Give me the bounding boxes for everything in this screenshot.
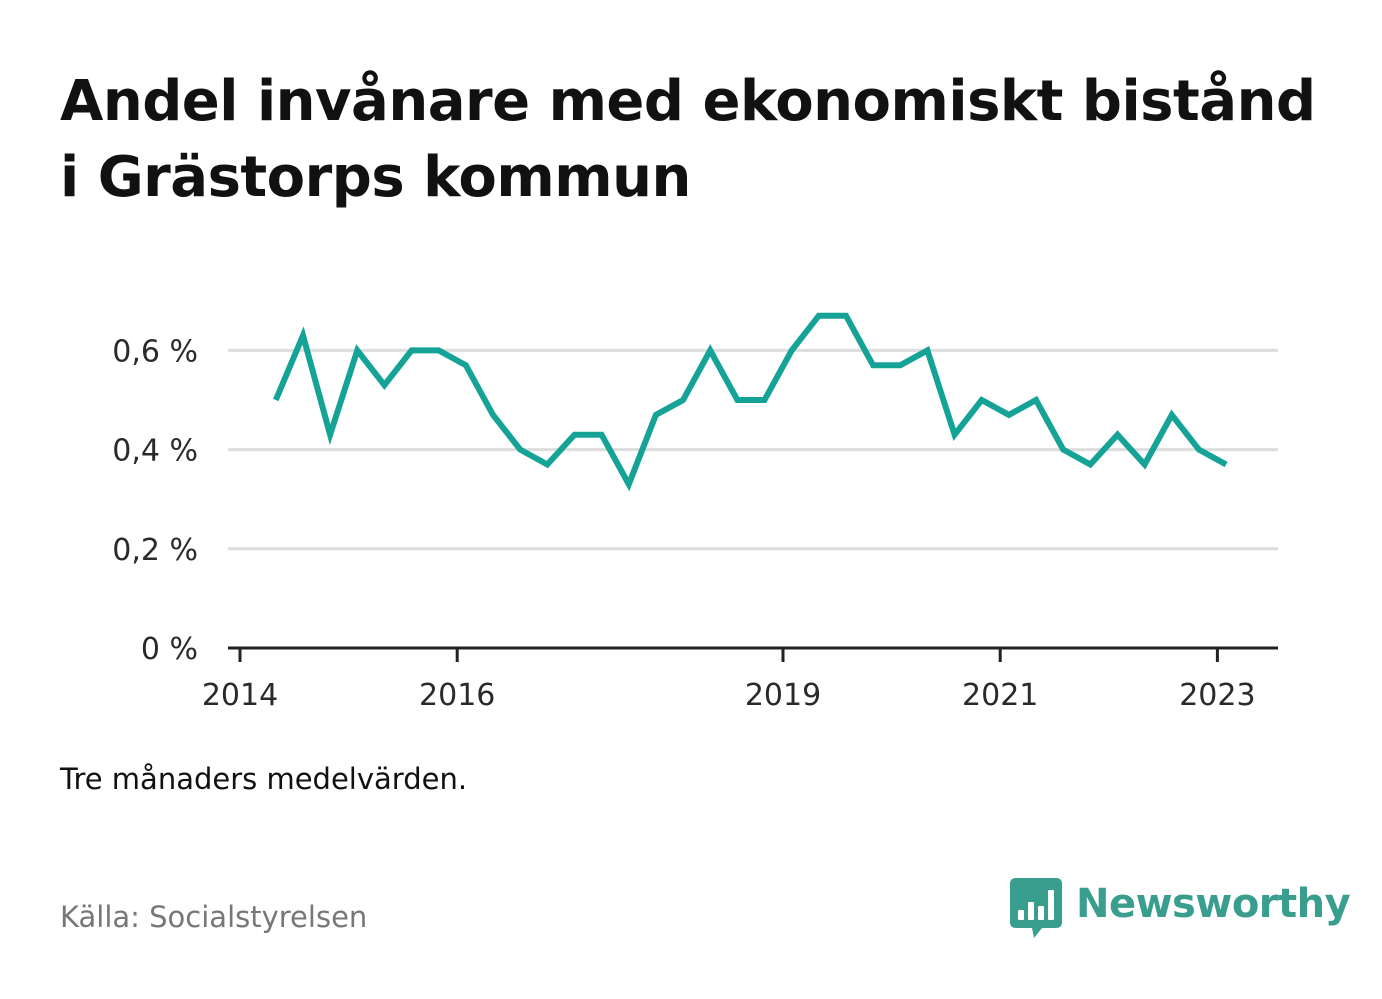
- chart-note: Tre månaders medelvärden.: [60, 762, 468, 796]
- y-tick-label: 0 %: [141, 632, 198, 667]
- bar-chart-speech-bubble-icon: [1010, 878, 1062, 938]
- source-credit: Källa: Socialstyrelsen: [60, 900, 368, 934]
- logo-text: Newsworthy: [1076, 881, 1351, 927]
- series-layer: [273, 312, 1228, 492]
- y-axis-ticks: 0 % 0,2 % 0,4 % 0,6 %: [112, 334, 198, 667]
- x-tick-label: 2014: [202, 678, 278, 713]
- series-line: [273, 312, 1228, 492]
- gridlines: [228, 348, 1278, 551]
- y-tick-label: 0,2 %: [112, 533, 198, 568]
- x-tick-label: 2016: [419, 678, 495, 713]
- x-tick-label: 2019: [745, 678, 821, 713]
- y-tick-label: 0,4 %: [112, 434, 198, 469]
- x-tick-label: 2023: [1179, 678, 1255, 713]
- x-tick-label: 2021: [962, 678, 1038, 713]
- y-tick-label: 0,6 %: [112, 334, 198, 369]
- newsworthy-logo[interactable]: Newsworthy: [1010, 878, 1351, 940]
- x-axis-ticks: 2014 2016 2019 2021 2023: [202, 648, 1256, 713]
- chart-title: Andel invånare med ekonomiskt bistånd i …: [60, 69, 1316, 210]
